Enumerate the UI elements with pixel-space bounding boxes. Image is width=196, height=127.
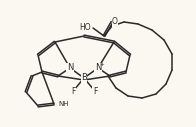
Text: O: O — [112, 18, 118, 27]
Text: +: + — [100, 61, 104, 67]
Text: N: N — [95, 64, 101, 73]
Text: HO: HO — [79, 23, 91, 33]
Text: F: F — [71, 86, 75, 96]
Text: F: F — [93, 86, 97, 96]
Text: NH: NH — [58, 101, 68, 107]
Text: B: B — [81, 74, 87, 83]
Text: N: N — [67, 64, 73, 73]
